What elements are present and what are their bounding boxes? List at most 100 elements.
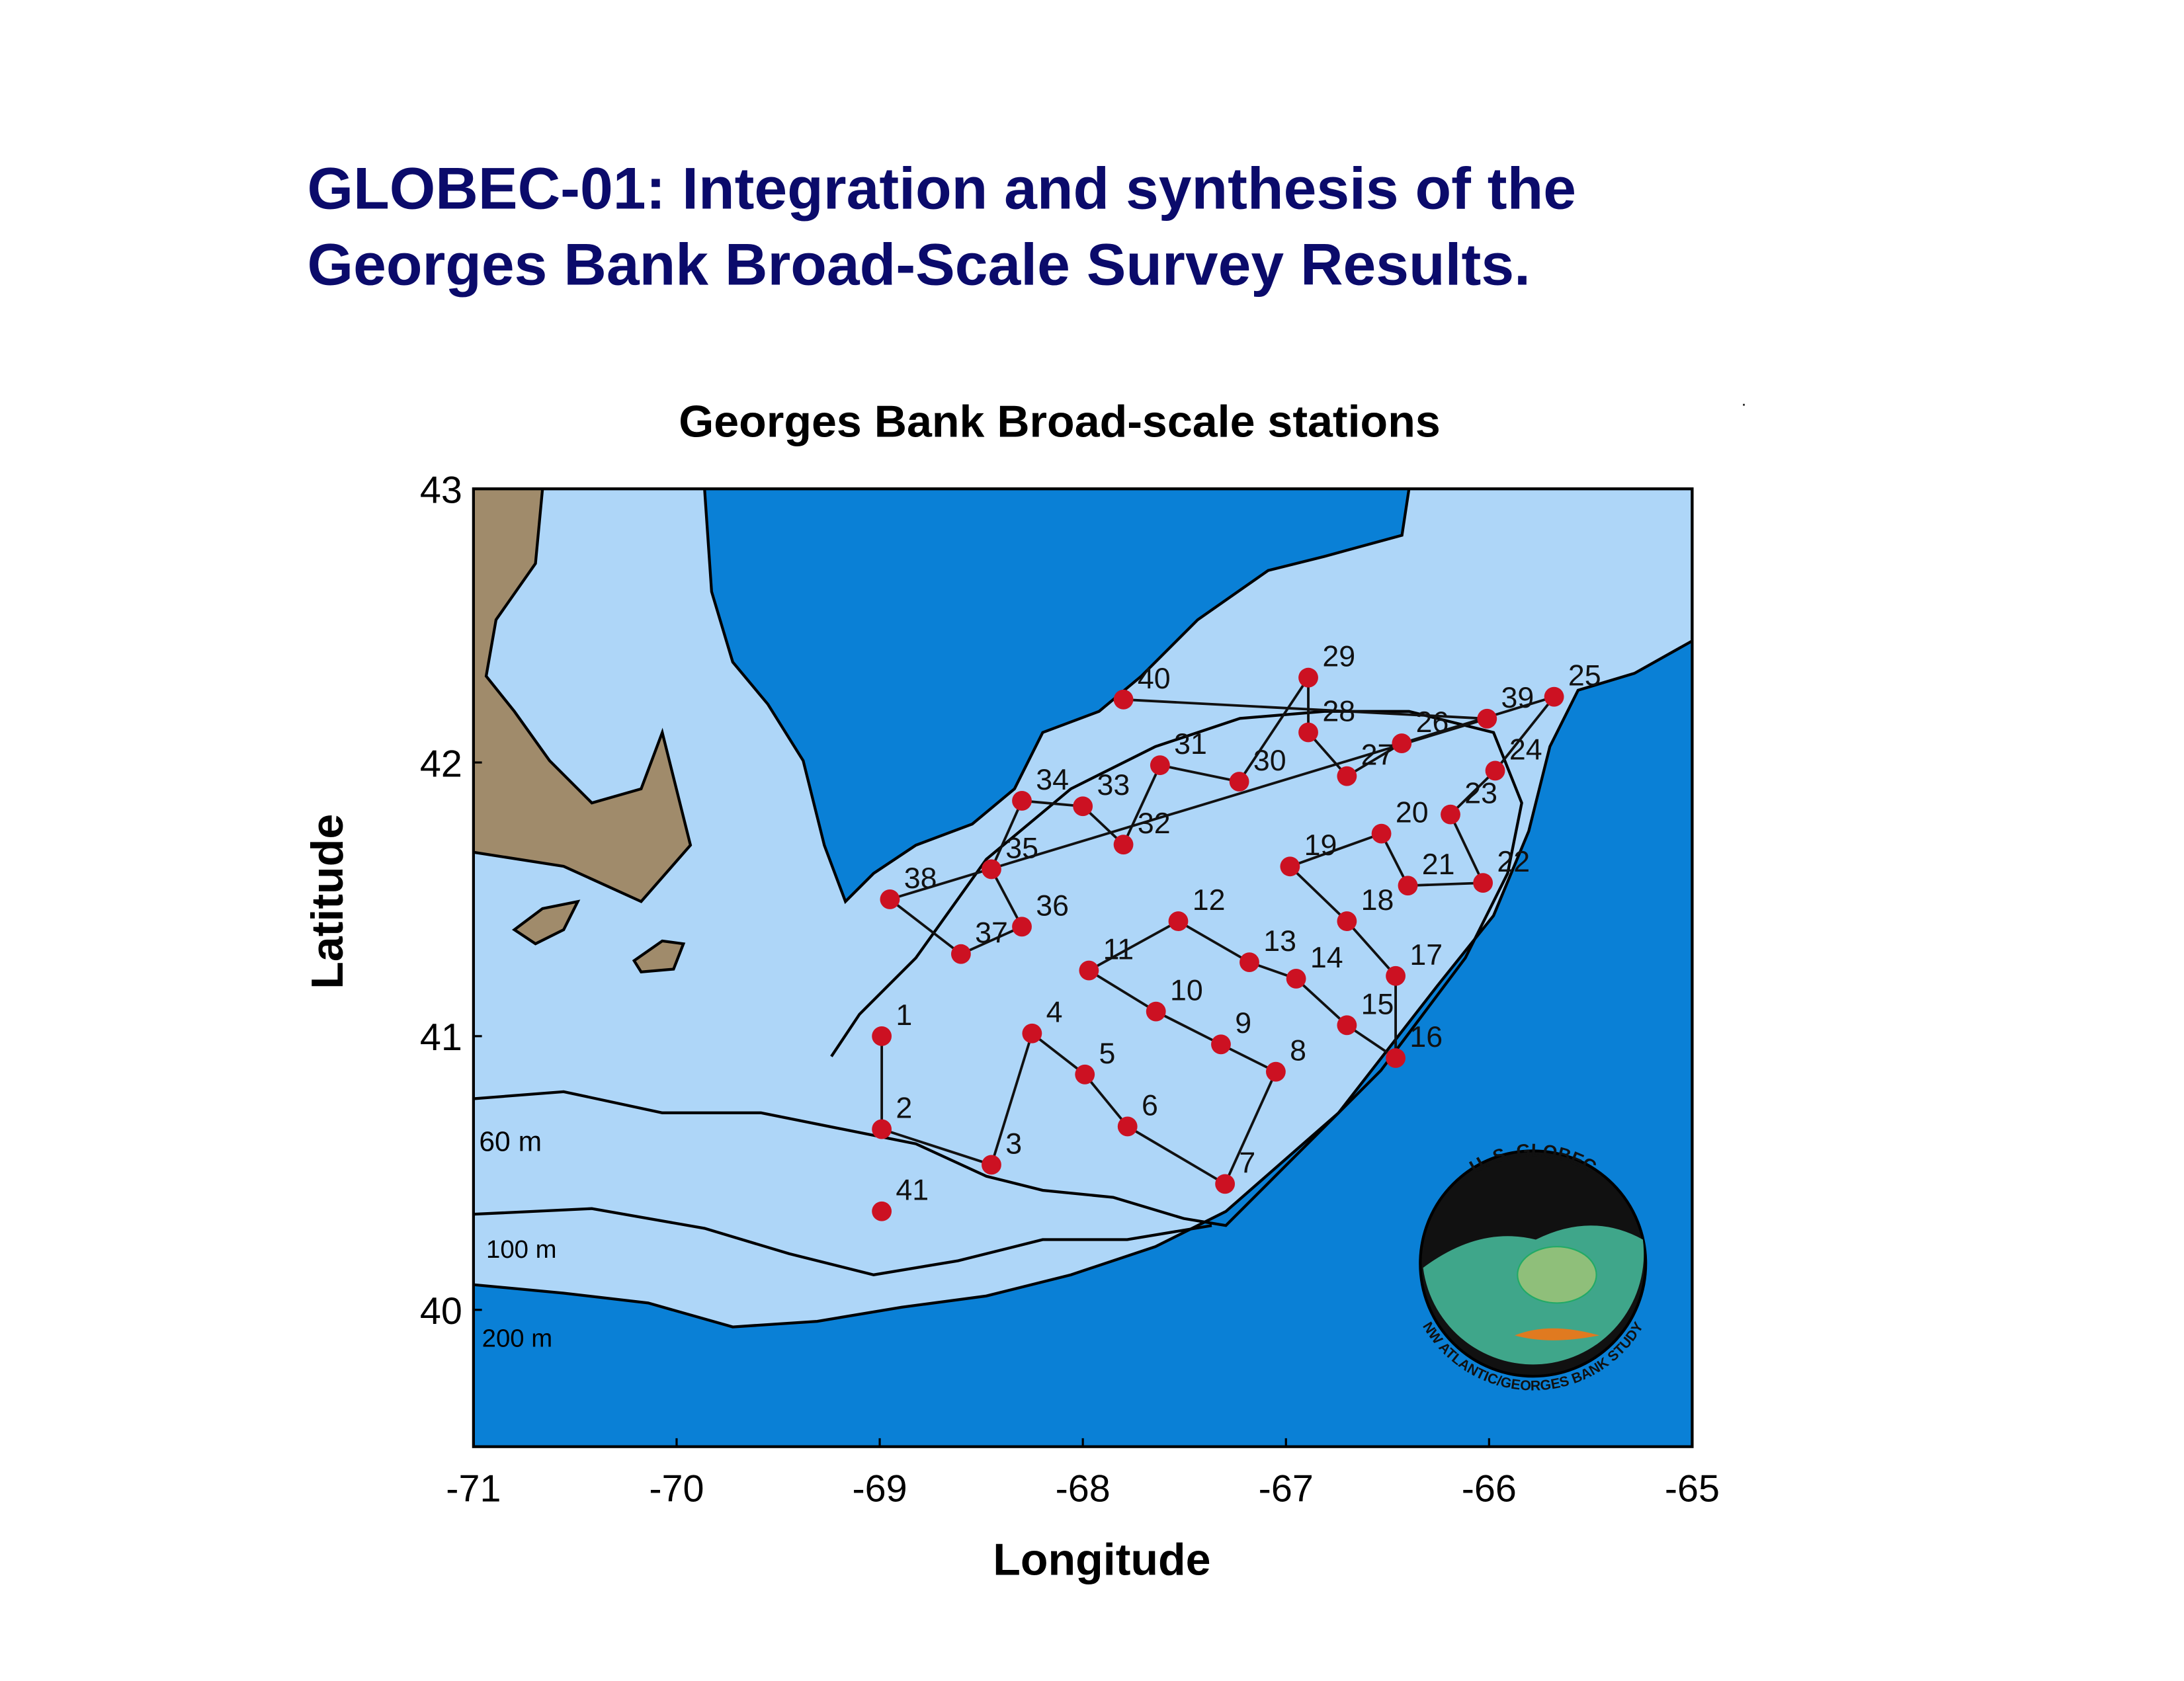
station-label: 11 [1103, 934, 1134, 966]
station [1298, 667, 1318, 688]
station-label: 33 [1097, 769, 1130, 801]
track-segment [1155, 1010, 1222, 1046]
station-label: 40 [1138, 663, 1171, 695]
station [1113, 689, 1134, 710]
station-label: 38 [904, 862, 937, 895]
x-tick-label: -66 [1462, 1468, 1517, 1510]
track-segment [1224, 1071, 1277, 1185]
track-segment [990, 868, 1023, 928]
station [1441, 804, 1460, 825]
station-label: 31 [1174, 728, 1207, 760]
station-label: 2 [896, 1092, 912, 1125]
station [872, 1201, 892, 1221]
track-lines [880, 676, 1556, 1186]
station [1286, 969, 1306, 989]
station [872, 1026, 892, 1046]
station [982, 859, 1001, 880]
track-segment [960, 925, 1023, 956]
gulf-of-maine [703, 489, 1411, 905]
station [1239, 952, 1259, 973]
x-tick-label: -69 [853, 1468, 907, 1510]
track-segment [1031, 1032, 1086, 1076]
station-label: 14 [1310, 942, 1343, 974]
station [1117, 1116, 1138, 1137]
station-label: 6 [1142, 1089, 1158, 1122]
page-title: GLOBEC-01: Integration and synthesis of … [308, 155, 1576, 221]
station-label: 8 [1290, 1035, 1306, 1067]
track-segment [1449, 770, 1496, 816]
station [1075, 1064, 1095, 1085]
station [1386, 965, 1406, 986]
track-segment [1123, 698, 1488, 720]
station [1485, 760, 1505, 781]
station-label: 3 [1005, 1128, 1022, 1160]
dot: . [1742, 391, 1746, 409]
station-label: 36 [1036, 889, 1069, 922]
x-tick-label: -71 [446, 1468, 501, 1510]
station-label: 20 [1396, 797, 1429, 829]
station-label: 1 [896, 999, 912, 1032]
x-tick-label: -68 [1056, 1468, 1111, 1510]
x-tick-label: -67 [1259, 1468, 1314, 1510]
station-label: 5 [1099, 1038, 1116, 1070]
station [1337, 766, 1357, 786]
station-label: 29 [1322, 641, 1355, 673]
station [950, 944, 971, 964]
station-label: 21 [1422, 848, 1455, 881]
x-tick-label: -65 [1665, 1468, 1720, 1510]
y-axis-label: Latitude [302, 814, 353, 989]
station [1386, 1048, 1406, 1068]
island [511, 899, 581, 946]
track-segment [1289, 832, 1382, 868]
station [1168, 911, 1189, 931]
station [1544, 686, 1564, 707]
page-title: Georges Bank Broad-Scale Survey Results. [308, 231, 1531, 297]
station [880, 889, 900, 909]
track-segment [1494, 696, 1556, 772]
track-segment [1220, 1043, 1277, 1073]
station-label: 23 [1464, 778, 1497, 810]
track-segment [1088, 969, 1157, 1013]
contour-label: 60 m [479, 1126, 542, 1157]
track-segment [1122, 764, 1161, 845]
station [1022, 1023, 1042, 1044]
track-segment [889, 898, 962, 956]
station [1150, 755, 1170, 776]
station [872, 1119, 892, 1139]
station-label: 17 [1409, 939, 1443, 971]
station-label: 18 [1361, 884, 1394, 917]
station [1079, 960, 1099, 981]
contour-label: 100 m [486, 1235, 557, 1264]
station [1146, 1001, 1166, 1022]
station-label: 10 [1170, 975, 1203, 1007]
station-label: 25 [1568, 660, 1601, 692]
station-label: 26 [1416, 706, 1449, 739]
track-segment [990, 1033, 1034, 1165]
track-segment [1126, 1125, 1226, 1186]
y-tick-label: 42 [420, 743, 462, 785]
station [1337, 1015, 1357, 1036]
bathymetry [473, 489, 1693, 1447]
station [1211, 1034, 1231, 1055]
station [1371, 823, 1392, 844]
station [1298, 722, 1318, 743]
x-tick-label: -70 [649, 1468, 704, 1510]
contour-60m [473, 710, 1523, 1227]
station-label: 27 [1361, 739, 1394, 772]
station-label: 39 [1501, 682, 1534, 714]
contour-label: 200 m [482, 1324, 553, 1352]
track-segment [1159, 764, 1240, 783]
track-segment [1088, 920, 1179, 972]
contour-100m [473, 1207, 1212, 1276]
x-axis-label: Longitude [993, 1534, 1210, 1584]
station [1392, 733, 1412, 753]
station-label: 13 [1263, 925, 1296, 958]
station [1229, 772, 1249, 792]
station-label: 22 [1497, 846, 1530, 878]
station-label: 37 [975, 917, 1008, 950]
logo-fish [1515, 1328, 1599, 1340]
logo-bank-inner [1517, 1246, 1597, 1304]
station-label: 16 [1409, 1021, 1443, 1053]
station [1337, 911, 1357, 931]
